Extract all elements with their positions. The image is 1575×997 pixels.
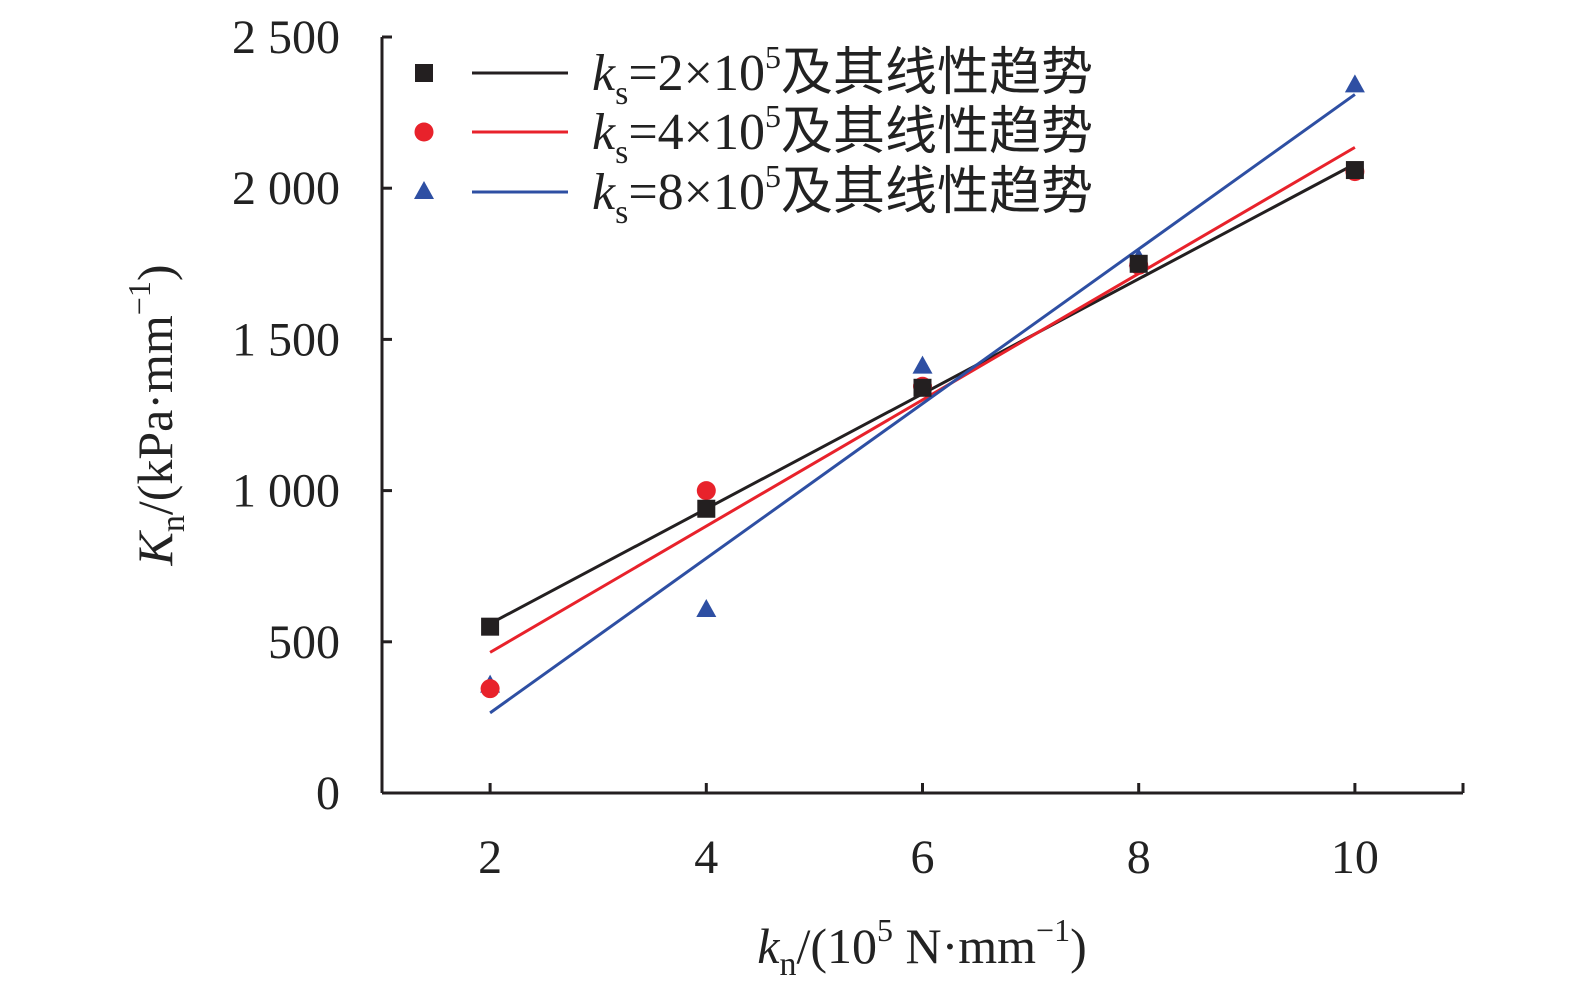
y-tick-label: 2 000 (232, 162, 340, 215)
y-tick-label: 1 000 (232, 465, 340, 518)
x-tick-label: 4 (694, 831, 718, 884)
data-point-series-1 (697, 499, 716, 518)
legend: ks=2×105及其线性趋势ks=4×105及其线性趋势ks=8×105及其线性… (414, 39, 1093, 231)
legend-item-3: ks=8×105及其线性趋势 (414, 158, 1093, 231)
legend-label: ks=4×105及其线性趋势 (592, 98, 1093, 171)
y-ticks: 0 500 1 000 1 500 2 000 2 500 (232, 11, 392, 820)
data-point-series-1 (1129, 254, 1148, 273)
legend-label: ks=8×105及其线性趋势 (592, 158, 1093, 231)
data-point-series-1 (913, 378, 932, 397)
legend-item-2: ks=4×105及其线性趋势 (414, 98, 1093, 171)
legend-marker (414, 122, 434, 142)
data-point-series-1 (481, 617, 500, 636)
legend-marker (414, 181, 434, 199)
legend-label: ks=2×105及其线性趋势 (592, 39, 1093, 112)
x-ticks: 2 4 6 8 10 (478, 783, 1465, 884)
data-point-series-2 (696, 481, 716, 501)
y-tick-label: 500 (268, 616, 340, 669)
data-point-series-3 (1344, 74, 1365, 93)
data-point-series-3 (696, 599, 717, 618)
legend-item-1: ks=2×105及其线性趋势 (415, 39, 1093, 112)
y-tick-label: 0 (316, 767, 340, 820)
y-tick-label: 2 500 (232, 11, 340, 64)
x-tick-label: 6 (911, 831, 935, 884)
trendline-series-3 (489, 93, 1356, 715)
x-axis-label: kn/(105 N·mm−1) (757, 912, 1087, 983)
data-point-series-3 (912, 355, 933, 374)
data-point-series-2 (480, 679, 500, 699)
y-tick-label: 1 500 (232, 313, 340, 366)
x-tick-label: 2 (478, 831, 502, 884)
x-tick-label: 10 (1331, 831, 1379, 884)
legend-marker (415, 64, 433, 82)
data-point-series-1 (1345, 161, 1364, 180)
trendline-series-2 (489, 146, 1356, 654)
data-markers (480, 74, 1365, 699)
y-axis-label: Kn/(kPa·mm−1) (121, 264, 192, 566)
x-tick-label: 8 (1127, 831, 1151, 884)
